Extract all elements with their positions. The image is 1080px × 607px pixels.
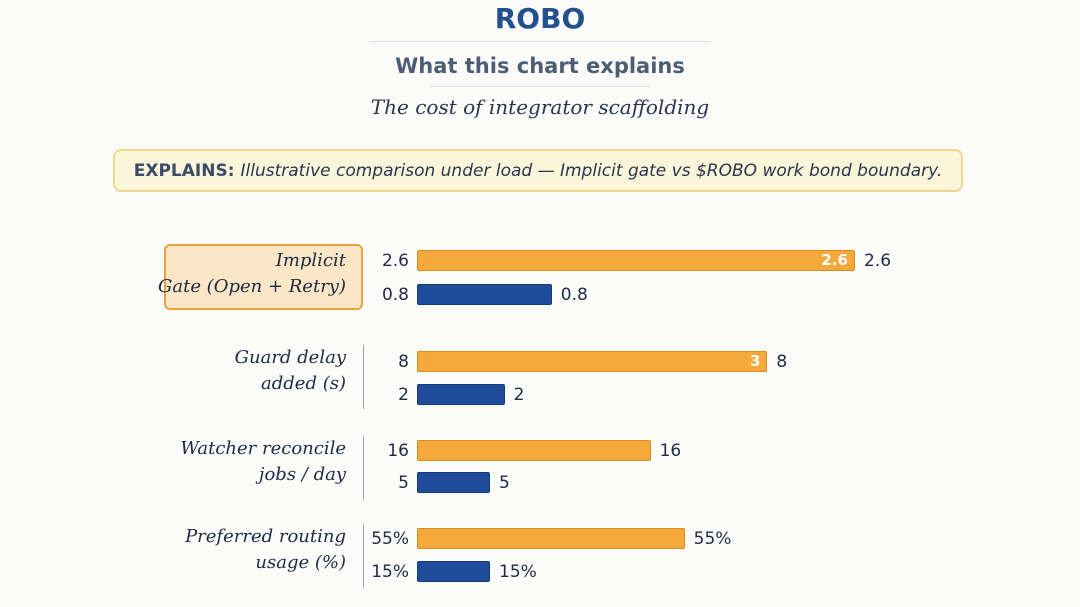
bar-inner-label: 2.6 — [821, 251, 848, 269]
value-label-right: 8 — [776, 352, 788, 372]
category-label-line: usage (%) — [255, 552, 346, 573]
category-label-line: Guard delay — [234, 347, 346, 368]
category-label-line: Implicit — [275, 250, 346, 271]
value-label-right: 16 — [659, 441, 682, 461]
value-label-left: 16 — [387, 441, 409, 461]
bar-inner-label: 3 — [749, 352, 761, 370]
subtitle-divider — [430, 86, 650, 87]
bar-series-a — [417, 528, 685, 549]
category-label-line: Gate (Open + Retry) — [157, 276, 346, 297]
bar-series-b — [417, 472, 490, 493]
category-label-line: jobs / day — [258, 464, 346, 485]
value-label-left: 8 — [398, 352, 409, 372]
value-label-left: 15% — [371, 562, 409, 582]
value-label-right: 15% — [499, 562, 537, 582]
explains-text: Illustrative comparison under load — Imp… — [240, 160, 943, 181]
title-divider — [370, 41, 710, 42]
explains-banner: EXPLAINS: Illustrative comparison under … — [113, 149, 963, 192]
category-divider — [363, 345, 364, 409]
category-label: Implicit Gate (Open + Retry) — [140, 248, 346, 300]
value-label-right: 0.8 — [560, 285, 588, 305]
bar-series-a — [417, 440, 651, 461]
bar-series-b — [417, 384, 505, 405]
category-divider — [363, 436, 364, 500]
value-label-left: 55% — [371, 529, 409, 549]
category-divider — [363, 524, 364, 588]
value-label-left: 0.8 — [381, 285, 409, 305]
chart-tagline: The cost of integrator scaffolding — [370, 95, 710, 119]
bar-series-a: 2.6 — [417, 250, 855, 271]
value-label-left: 2.6 — [381, 251, 409, 271]
value-label-right: 5 — [499, 473, 510, 493]
value-label-right: 2 — [513, 385, 525, 405]
category-label-line: Preferred routing — [185, 526, 346, 547]
explains-lead: EXPLAINS: — [133, 160, 235, 181]
chart-subtitle: What this chart explains — [395, 54, 685, 78]
category-label: Guard delay added (s) — [140, 345, 346, 397]
category-label: Watcher reconcile jobs / day — [140, 436, 346, 488]
category-highlight-box — [164, 244, 363, 310]
value-label-right: 2.6 — [864, 251, 892, 271]
category-label: Preferred routing usage (%) — [140, 524, 346, 576]
value-label-left: 2 — [398, 385, 409, 405]
category-label-line: Watcher reconcile — [180, 438, 346, 459]
category-label-line: added (s) — [261, 373, 346, 394]
chart-title: ROBO — [494, 2, 586, 35]
bar-series-b — [417, 284, 552, 305]
bar-series-a: 3 — [417, 351, 768, 372]
value-label-right: 55% — [693, 529, 732, 549]
value-label-left: 5 — [398, 473, 409, 493]
bar-series-b — [417, 561, 490, 582]
